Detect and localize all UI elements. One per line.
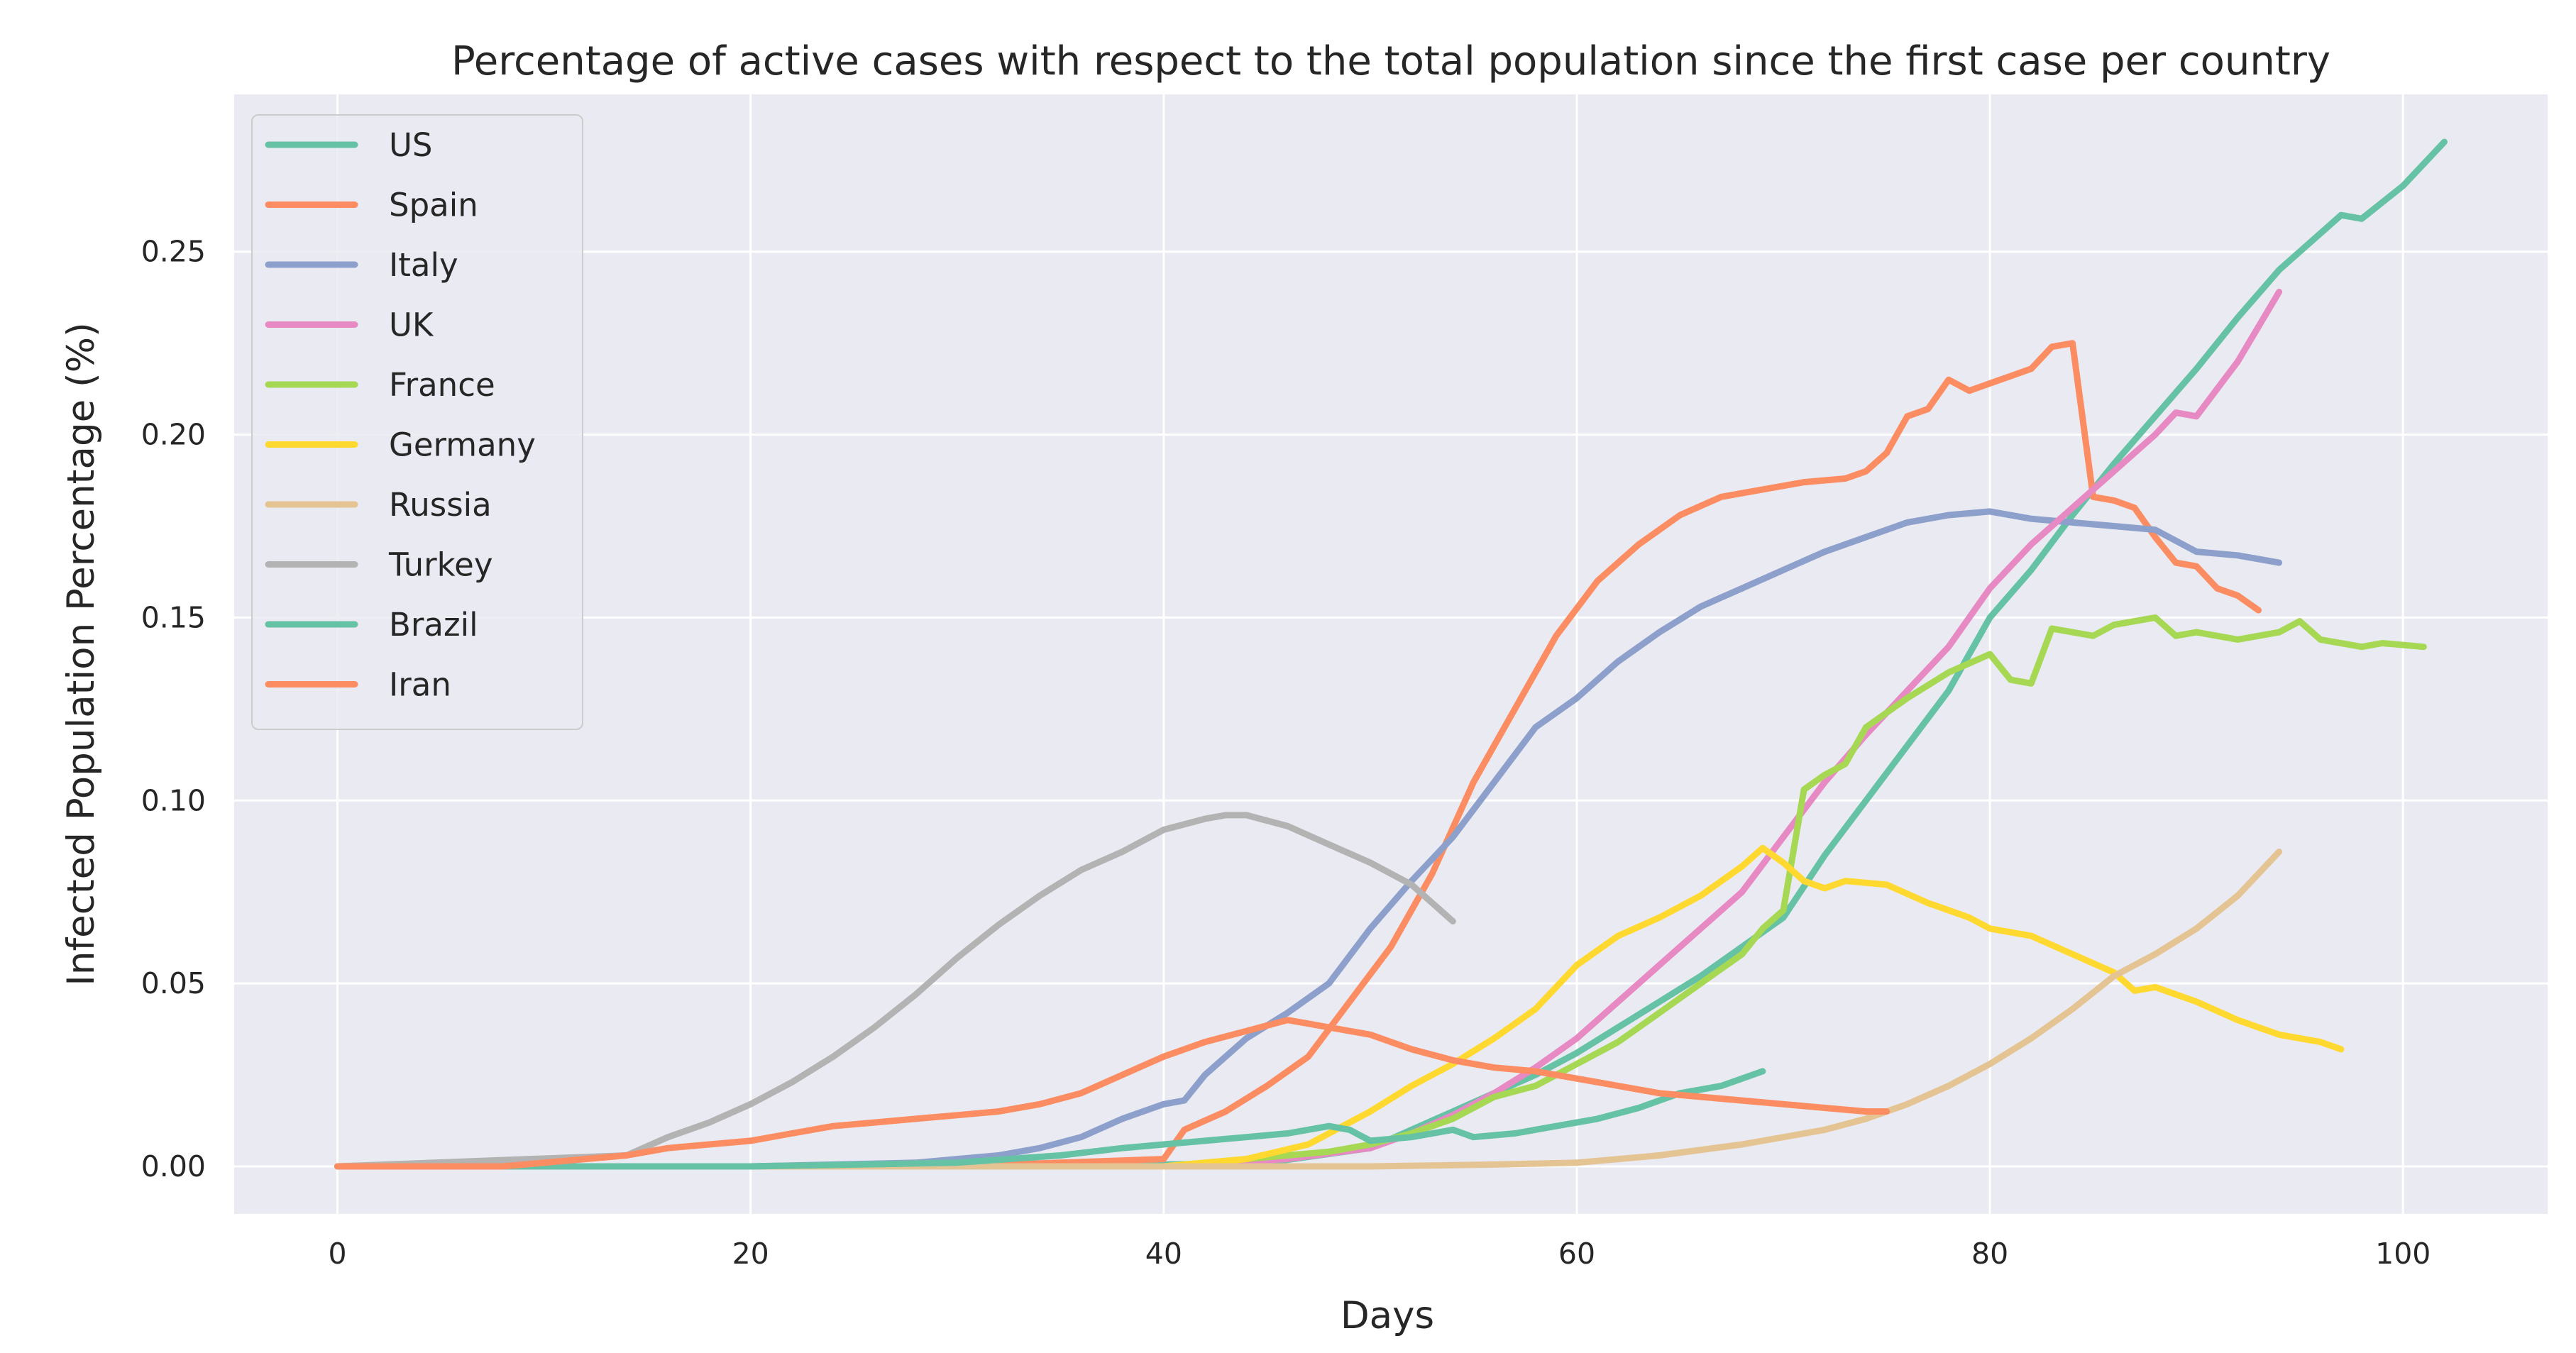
y-tick-label: 0.10 [141, 783, 206, 817]
series-line-brazil [334, 1068, 1766, 1170]
series-line-turkey [334, 812, 1456, 1170]
y-tick-label: 0.00 [141, 1149, 206, 1183]
legend-label-italy: Italy [389, 246, 458, 284]
x-tick-label: 100 [2375, 1237, 2431, 1271]
series-line-germany [334, 844, 2345, 1170]
series-line-italy [334, 508, 2283, 1170]
legend: US Spain Italy UK France Germany Russia Turkey B… [251, 114, 583, 730]
legend-label-uk: UK [389, 307, 434, 344]
series-line-france [334, 614, 2427, 1170]
x-tick-label: 60 [1558, 1237, 1595, 1271]
series-line-us [334, 138, 2448, 1170]
x-tick-label: 40 [1145, 1237, 1182, 1271]
legend-label-turkey: Turkey [388, 546, 492, 584]
legend-label-spain: Spain [389, 187, 478, 224]
x-tick-label: 0 [328, 1237, 346, 1271]
x-tick-label: 20 [732, 1237, 769, 1271]
x-tick-labels: 0 20 40 60 80 100 [328, 1237, 2431, 1271]
series-lines [334, 138, 2448, 1170]
plot-background [234, 94, 2548, 1214]
legend-label-brazil: Brazil [389, 606, 478, 644]
y-tick-label: 0.05 [141, 966, 206, 1000]
series-line-russia [334, 849, 2283, 1170]
legend-label-france: France [389, 366, 495, 404]
y-axis-label: Infected Population Percentage (%) [60, 322, 103, 986]
series-line-spain [334, 340, 2262, 1170]
legend-box [251, 114, 583, 730]
y-tick-label: 0.15 [141, 600, 206, 634]
legend-label-russia: Russia [389, 486, 492, 524]
series-line-iran [334, 1017, 1890, 1170]
y-tick-label: 0.25 [141, 235, 206, 269]
y-tick-label: 0.20 [141, 418, 206, 452]
legend-label-us: US [389, 126, 433, 164]
legend-label-germany: Germany [389, 426, 536, 464]
chart-title: Percentage of active cases with respect … [451, 38, 2330, 84]
y-tick-labels: 0.00 0.05 0.10 0.15 0.20 0.25 [141, 235, 206, 1183]
legend-label-iran: Iran [389, 666, 451, 704]
x-tick-label: 80 [1971, 1237, 2008, 1271]
x-axis-label: Days [1341, 1294, 1434, 1337]
grid-lines [234, 94, 2548, 1214]
